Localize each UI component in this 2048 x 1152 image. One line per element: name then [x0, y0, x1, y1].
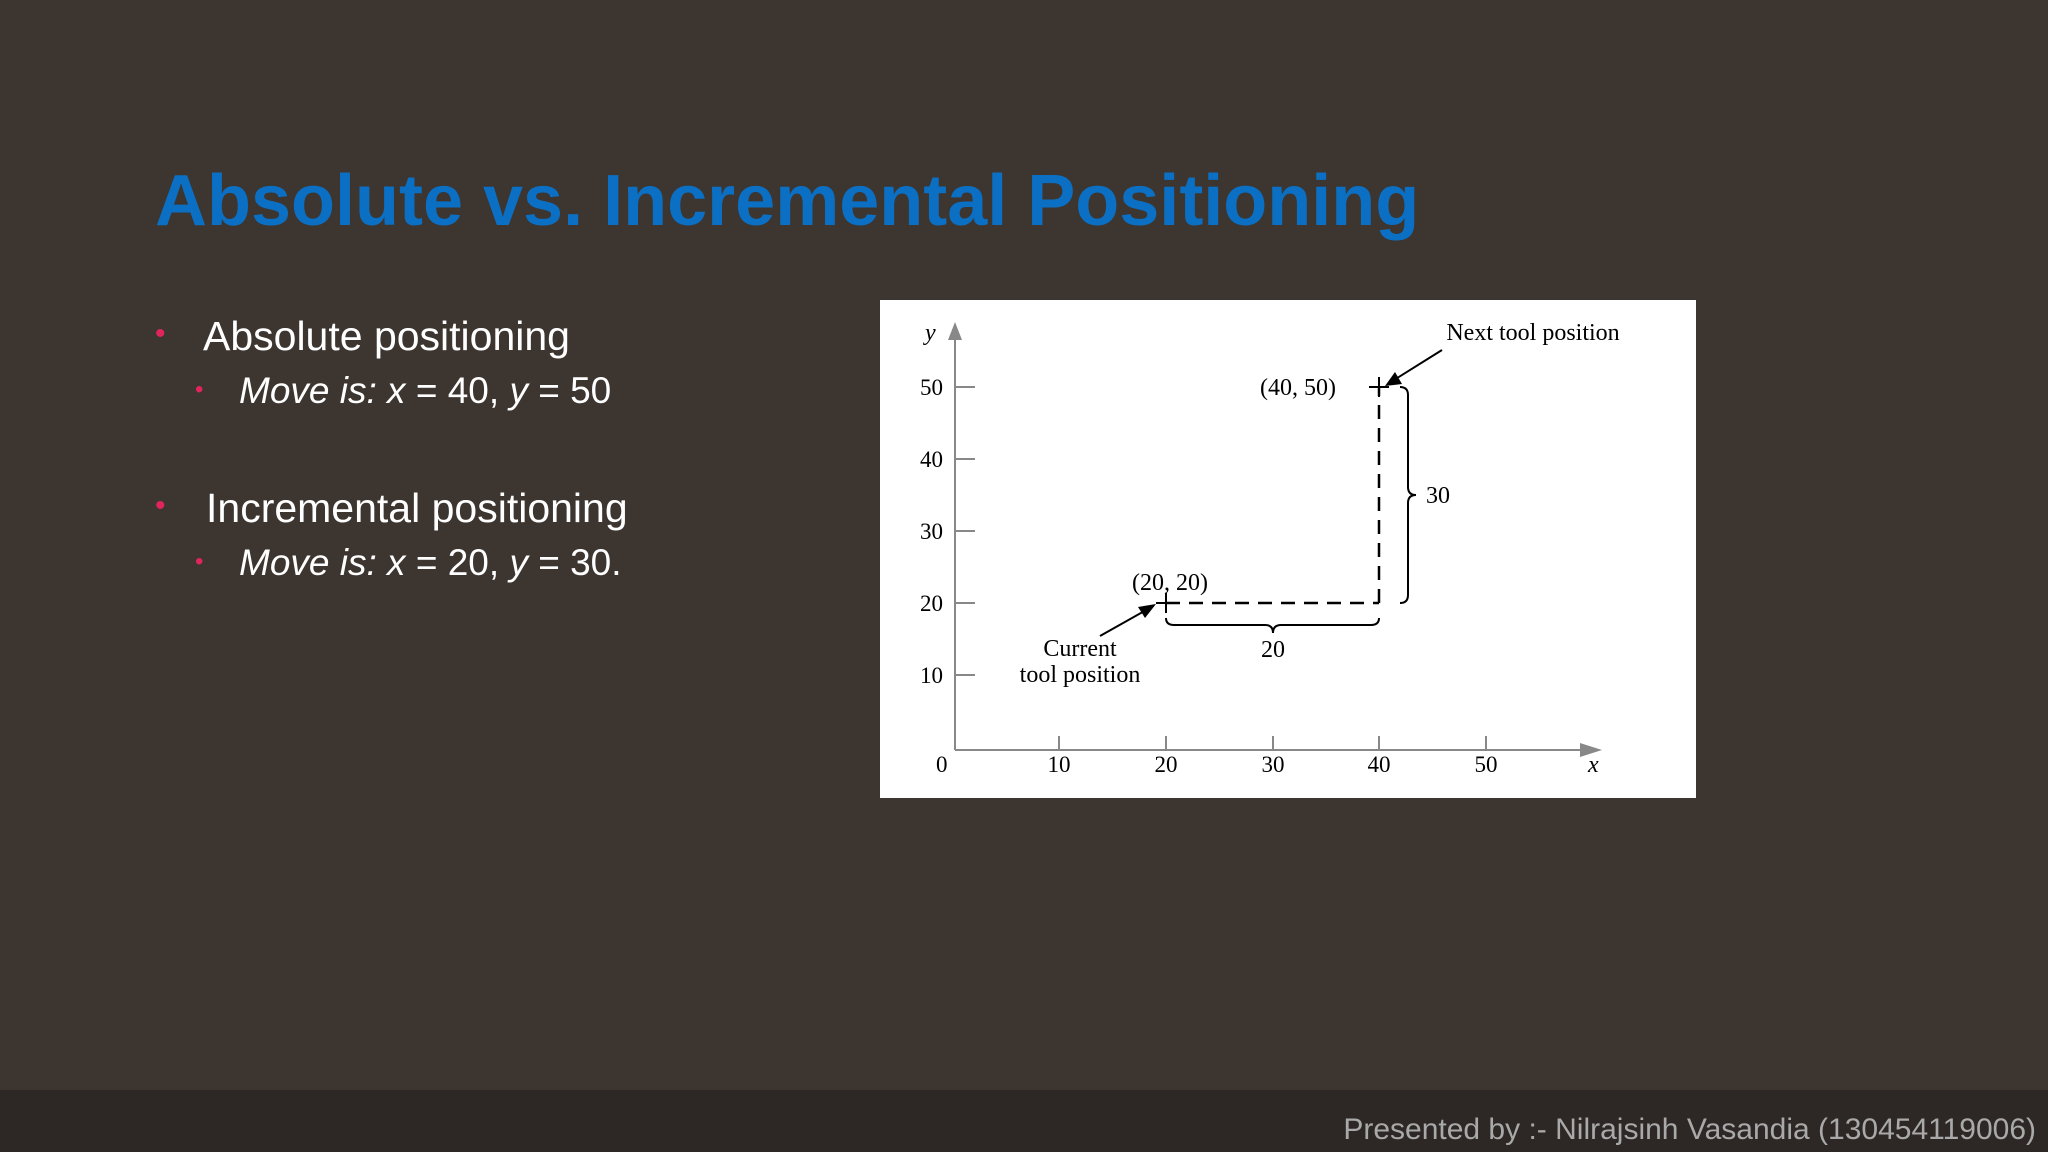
dy-label: 30 [1426, 483, 1450, 509]
next-tool-label: Next tool position [1446, 320, 1619, 346]
sub-bullet-dot: • [195, 548, 204, 575]
slide-title: Absolute vs. Incremental Positioning [155, 161, 1420, 241]
dx-label: 20 [1261, 637, 1285, 663]
bullet-dot: • [155, 489, 166, 522]
dx-brace [1165, 617, 1380, 634]
y-tick-label: 40 [920, 447, 943, 472]
y-tick-label: 10 [920, 663, 943, 688]
presenter-credit: Presented by :- Nilrajsinh Vasandia (130… [1343, 1113, 2036, 1146]
y-tick-label: 50 [920, 375, 943, 400]
x-axis-label: x [1587, 752, 1599, 778]
current-tool-label-line1: Current [1043, 636, 1117, 662]
current-tool-label-line2: tool position [1020, 662, 1141, 688]
x-tick-label: 50 [1475, 752, 1498, 777]
x-ticks: 10 20 30 40 50 [1048, 736, 1498, 777]
origin-label: 0 [936, 752, 948, 777]
diagram-svg: y x 0 10 20 30 40 50 [920, 320, 1620, 778]
bullet-heading-incremental: Incremental positioning [206, 485, 628, 531]
next-callout-arrow-icon [1385, 372, 1402, 386]
y-tick-label: 20 [920, 591, 943, 616]
next-callout-line [1393, 349, 1443, 381]
dy-brace [1399, 386, 1417, 604]
x-tick-label: 30 [1262, 752, 1285, 777]
y-tick-label: 30 [920, 519, 943, 544]
bullet-heading-absolute: Absolute positioning [203, 313, 570, 359]
current-point-label: (20, 20) [1132, 570, 1208, 596]
bullet-dot: • [155, 317, 166, 350]
sub-bullet-incremental-text: Move is: x = 20, y = 30. [239, 542, 622, 583]
footer-bar [0, 1090, 2048, 1152]
sub-bullet-absolute-text: Move is: x = 40, y = 50 [239, 370, 612, 411]
x-tick-label: 20 [1155, 752, 1178, 777]
x-tick-label: 10 [1048, 752, 1071, 777]
current-callout-line [1099, 608, 1149, 637]
next-point-marker [1369, 377, 1389, 397]
next-point-label: (40, 50) [1260, 375, 1336, 401]
y-ticks: 10 20 30 40 50 [920, 375, 975, 688]
positioning-diagram: y x 0 10 20 30 40 50 [880, 300, 1696, 798]
current-callout-arrow-icon [1138, 604, 1156, 618]
current-point-marker [1156, 593, 1176, 613]
x-tick-label: 40 [1368, 752, 1391, 777]
y-axis-label: y [923, 320, 936, 346]
y-axis-arrow-icon [948, 322, 962, 340]
x-axis-arrow-icon [1580, 743, 1602, 757]
sub-bullet-dot: • [195, 376, 204, 403]
